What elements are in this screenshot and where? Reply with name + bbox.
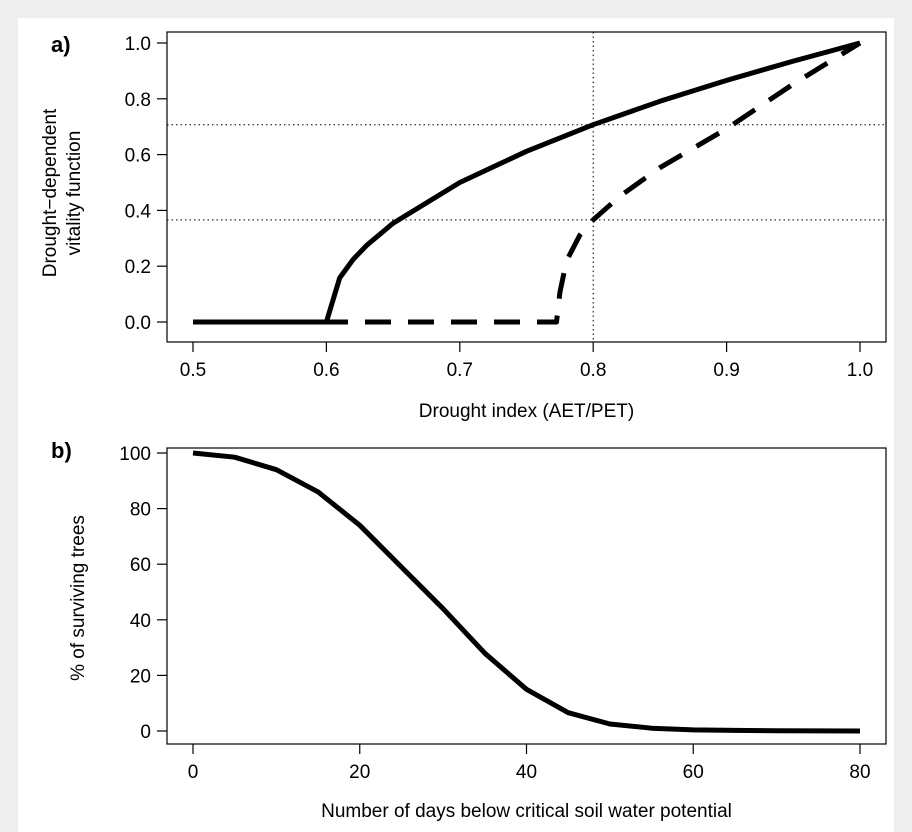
panel-a-series-solid-line bbox=[193, 40, 861, 325]
panel-b-y-tick-label-1: 20 bbox=[130, 666, 151, 687]
panel-b-x-tick-label-1: 20 bbox=[349, 762, 370, 783]
panel-b-x-tick-label-0: 0 bbox=[188, 762, 199, 783]
panel-a-y-tick-label-2: 0.4 bbox=[125, 201, 152, 222]
panel-a-plot-frame bbox=[166, 31, 887, 343]
panel-b-y-tick-label-2: 40 bbox=[130, 611, 151, 632]
panel-a-y-axis-title-line-0: Drought−dependent bbox=[40, 108, 61, 277]
panel-b-x-tick-label-3: 60 bbox=[683, 762, 704, 783]
panel-a-x-tick-label-3: 0.8 bbox=[580, 360, 606, 381]
panel-b-y-axis-title: % of surviving trees bbox=[68, 515, 89, 681]
figure-card: 0.5 0.6 0.7 0.8 0.9 1.0 0.0 0.2 0.4 0.6 0.8 1.0 Drou… bbox=[18, 18, 894, 832]
panel-a-x-tick-label-5: 1.0 bbox=[847, 360, 873, 381]
panel-b-series-solid-line bbox=[192, 450, 861, 734]
panel-a-label: a) bbox=[51, 32, 71, 57]
panel-a-x-axis-title: Drought index (AET/PET) bbox=[419, 401, 634, 422]
figure-svg: 0.5 0.6 0.7 0.8 0.9 1.0 0.0 0.2 0.4 0.6 0.8 1.0 Drou… bbox=[40, 31, 887, 822]
panel-b-plot-frame bbox=[166, 447, 887, 745]
panel-b-x-axis-title: Number of days below critical soil water… bbox=[321, 801, 732, 822]
panel-a-y-tick-label-1: 0.2 bbox=[125, 257, 151, 278]
panel-b-y-tick-label-3: 60 bbox=[130, 555, 151, 576]
panel-a-x-tick-label-4: 0.9 bbox=[713, 360, 739, 381]
panel-a-x-tick-label-1: 0.6 bbox=[313, 360, 339, 381]
panel-a-x-tick-label-0: 0.5 bbox=[180, 360, 206, 381]
panel-b-x-tick-label-2: 40 bbox=[516, 762, 537, 783]
panel-a-x-tick-label-2: 0.7 bbox=[447, 360, 473, 381]
panel-a-y-tick-label-3: 0.6 bbox=[125, 146, 151, 167]
panel-a-y-tick-label-4: 0.8 bbox=[125, 90, 151, 111]
panel-b-y-tick-label-0: 0 bbox=[140, 722, 151, 743]
panel-b-y-tick-label-4: 80 bbox=[130, 500, 151, 521]
panel-a-y-tick-label-5: 1.0 bbox=[125, 34, 151, 55]
panel-a-series-dashed-line bbox=[193, 40, 862, 325]
panel-b-label: b) bbox=[51, 438, 72, 463]
panel-a-y-tick-label-0: 0.0 bbox=[125, 313, 151, 334]
panel-b-x-tick-label-4: 80 bbox=[849, 762, 870, 783]
panel-a-y-axis-title-line-1: vitality function bbox=[64, 131, 85, 256]
panel-b-y-tick-label-5: 100 bbox=[119, 444, 151, 465]
